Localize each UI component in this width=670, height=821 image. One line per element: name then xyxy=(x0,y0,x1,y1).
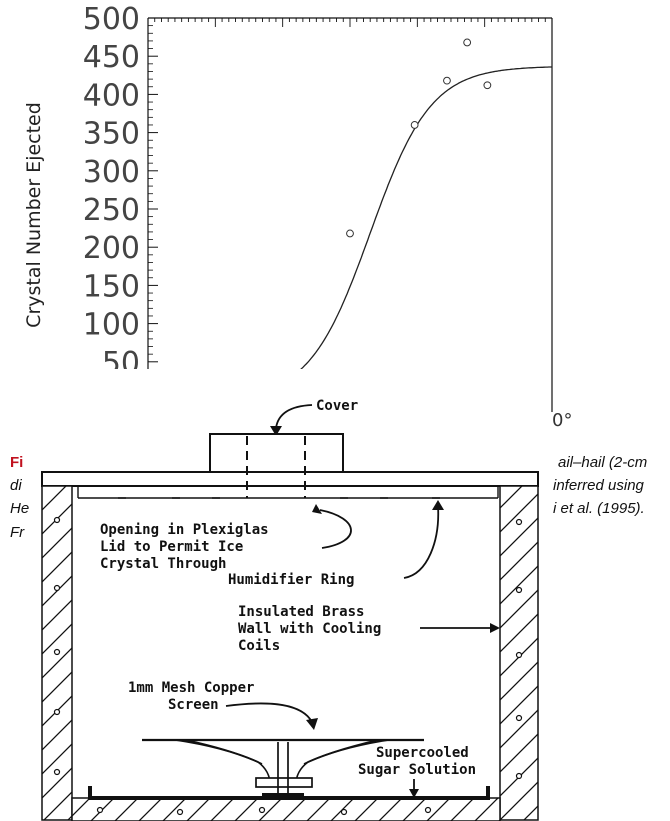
y-axis-ticks xyxy=(148,17,158,378)
wall-label-line-1: Insulated Brass xyxy=(238,604,364,620)
data-point xyxy=(483,81,492,90)
plexiglas-lid xyxy=(41,471,539,487)
opening-arrow xyxy=(319,509,352,549)
data-point xyxy=(346,229,354,238)
mesh-arrowhead xyxy=(306,718,318,730)
solution-label-line-1: Supercooled xyxy=(376,745,469,761)
y-tick-label: 300 xyxy=(83,155,140,190)
caption-right-line-1: ail–hail (2-cm xyxy=(558,454,648,471)
right-wall xyxy=(499,485,539,821)
cover-label: Cover xyxy=(316,398,358,414)
y-tick-label: 500 xyxy=(83,2,140,37)
y-tick-label: 400 xyxy=(83,78,140,113)
bottom-wall xyxy=(71,797,501,821)
humidifier-arrow xyxy=(403,505,440,579)
screen-support-stand xyxy=(175,739,389,800)
solution-label-line-2: Sugar Solution xyxy=(358,762,476,778)
data-point xyxy=(410,121,419,129)
mesh-label-line-1: 1mm Mesh Copper xyxy=(128,680,254,696)
mesh-label-line-2: Screen xyxy=(168,697,219,713)
wall-label-line-2: Wall with Cooling xyxy=(238,621,381,637)
wall-label-line-3: Coils xyxy=(238,638,280,654)
y-tick-label: 150 xyxy=(83,269,140,304)
cover-box xyxy=(209,433,344,473)
y-axis-label: Crystal Number Ejected xyxy=(23,102,45,328)
cover-arrow xyxy=(275,404,313,429)
opening-label-line-1: Opening in Plexiglas xyxy=(100,522,269,538)
caption-left-line-4: Fr xyxy=(10,524,25,541)
caption-left-line-2: di xyxy=(10,477,22,494)
cooling-coil-marks xyxy=(53,516,523,816)
y-tick-label: 250 xyxy=(83,193,140,228)
caption-right-line-3: i et al. (1995). xyxy=(553,500,645,517)
wall-arrowhead xyxy=(490,623,500,633)
opening-arrowhead xyxy=(312,504,322,514)
sugar-solution-tray xyxy=(88,786,490,800)
caption-red-prefix: Fi xyxy=(10,454,24,471)
top-axis-ticks xyxy=(147,18,553,27)
y-tick-label: 100 xyxy=(83,308,140,343)
y-tick-label: 450 xyxy=(83,40,140,75)
cover-arrowhead xyxy=(270,426,282,436)
y-tick-label: 200 xyxy=(83,231,140,266)
opening-label-line-3: Crystal Through xyxy=(100,556,226,572)
x-tick-label-partial: 0° xyxy=(552,410,572,431)
humidifier-label: Humidifier Ring xyxy=(228,572,354,588)
humidifier-arrowhead xyxy=(432,500,444,510)
data-points xyxy=(346,38,492,238)
data-point xyxy=(463,38,472,47)
y-tick-label: 350 xyxy=(83,117,140,152)
caption-left-line-3: He xyxy=(10,500,30,517)
solution-arrowhead xyxy=(409,789,419,798)
data-point xyxy=(443,76,451,85)
mesh-arrow xyxy=(225,702,313,723)
caption-right-line-2: inferred using xyxy=(553,477,644,494)
opening-label-line-2: Lid to Permit Ice xyxy=(100,539,243,555)
